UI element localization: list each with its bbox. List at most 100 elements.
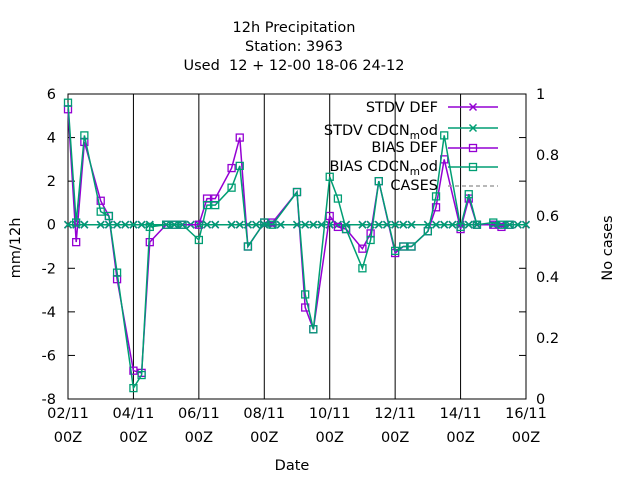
x-tick-label: 00Z xyxy=(185,430,213,446)
data-point-stdv-cdcn-mod xyxy=(121,220,130,229)
legend-marker-stdv-cdcn-mod xyxy=(468,123,478,133)
data-point-bias-def xyxy=(227,163,236,173)
data-point-stdv-cdcn-mod xyxy=(276,220,285,229)
data-point-bias-def xyxy=(96,196,105,205)
data-point-bias-cdcn-mod xyxy=(268,220,277,229)
data-point-bias-cdcn-mod xyxy=(292,187,302,197)
y-tick-label: -8 xyxy=(42,392,56,408)
data-point-stdv-cdcn-mod xyxy=(399,220,408,229)
data-point-bias-cdcn-mod xyxy=(301,290,310,299)
data-point-bias-cdcn-mod xyxy=(423,227,433,236)
series-bias-cdcn-mod xyxy=(63,98,514,393)
legend: STDV DEF STDV CDCNmod BIAS DEF BIAS CDCN… xyxy=(324,100,498,194)
y2-tick-label: 0.6 xyxy=(536,209,559,225)
x-tick-label: 02/11 xyxy=(47,406,89,422)
data-point-bias-def xyxy=(235,133,244,142)
data-point-stdv-cdcn-mod xyxy=(211,220,220,229)
x-tick-label: 00Z xyxy=(512,430,540,446)
y-tick-label: 0 xyxy=(47,218,56,234)
y2-tick-label: 0.2 xyxy=(536,331,559,347)
y-tick-label: 4 xyxy=(47,131,56,147)
data-point-bias-cdcn-mod xyxy=(374,176,383,186)
data-point-stdv-cdcn-mod xyxy=(235,220,244,229)
series-line-bias-def xyxy=(67,109,510,374)
data-point-bias-cdcn-mod xyxy=(227,183,236,192)
legend-label-stdv-cdcn-mod: STDV CDCNmod xyxy=(324,123,438,142)
data-point-bias-cdcn-mod xyxy=(63,98,73,107)
y2-axis-label: No cases xyxy=(600,215,616,280)
series-line-bias-cdcn-mod xyxy=(67,102,510,391)
x-axis-label: Date xyxy=(275,458,310,474)
x-tick-label: 00Z xyxy=(119,430,147,446)
x-tick-label: 12/11 xyxy=(374,406,416,422)
data-point-stdv-cdcn-mod xyxy=(407,220,416,229)
data-point-stdv-cdcn-mod xyxy=(113,220,122,229)
data-point-bias-def xyxy=(129,366,138,375)
x-tick-label: 10/11 xyxy=(309,406,351,422)
y-tick-label: 6 xyxy=(47,87,56,103)
x-tick-label: 00Z xyxy=(381,430,409,446)
data-point-stdv-cdcn-mod xyxy=(63,220,73,229)
data-point-bias-cdcn-mod xyxy=(497,220,506,229)
data-point-stdv-cdcn-mod xyxy=(464,220,473,229)
data-point-bias-def xyxy=(431,203,441,212)
data-point-bias-cdcn-mod xyxy=(341,224,351,234)
data-point-bias-def xyxy=(72,237,81,247)
legend-label-cases: CASES xyxy=(390,178,438,194)
data-point-stdv-cdcn-mod xyxy=(80,220,89,229)
legend-samples xyxy=(448,102,498,187)
data-point-bias-cdcn-mod xyxy=(456,222,465,232)
data-point-bias-cdcn-mod xyxy=(505,220,514,229)
y-tick-label: 2 xyxy=(47,174,56,190)
data-point-bias-cdcn-mod xyxy=(72,218,81,227)
legend-marker-bias-cdcn-mod xyxy=(468,162,478,172)
data-point-bias-def xyxy=(333,222,343,232)
data-point-bias-cdcn-mod xyxy=(260,218,269,227)
data-point-bias-cdcn-mod xyxy=(309,325,318,334)
y-tick-label: -4 xyxy=(42,305,56,321)
legend-label-bias-def: BIAS DEF xyxy=(371,140,438,156)
data-point-stdv-cdcn-mod xyxy=(432,220,441,229)
data-point-stdv-cdcn-mod xyxy=(137,220,146,229)
data-point-stdv-cdcn-mod xyxy=(203,220,212,229)
data-point-stdv-cdcn-mod xyxy=(513,220,522,229)
data-point-bias-cdcn-mod xyxy=(161,220,171,229)
legend-marker-bias-def xyxy=(468,143,478,153)
data-point-stdv-cdcn-mod xyxy=(301,220,310,229)
data-point-bias-cdcn-mod xyxy=(112,268,122,277)
data-point-bias-def xyxy=(358,244,367,253)
x-tick-label: 08/11 xyxy=(243,406,285,422)
x-tick-label: 16/11 xyxy=(505,406,547,422)
y-tick-label: -6 xyxy=(42,348,56,364)
data-point-bias-cdcn-mod xyxy=(80,131,89,140)
legend-marker-stdv-def xyxy=(468,102,478,112)
data-point-bias-cdcn-mod xyxy=(243,242,253,251)
y-tick-label: -2 xyxy=(42,261,56,277)
data-point-bias-cdcn-mod xyxy=(145,222,154,232)
chart-title-line-3: Used 12 + 12-00 18-06 24-12 xyxy=(184,58,405,74)
data-point-bias-cdcn-mod xyxy=(431,192,441,201)
data-point-bias-cdcn-mod xyxy=(129,383,138,393)
y2-tick-label: 0 xyxy=(536,392,545,408)
data-point-stdv-cdcn-mod xyxy=(374,220,383,229)
data-point-stdv-cdcn-mod xyxy=(227,220,236,229)
legend-label-stdv-def: STDV DEF xyxy=(366,100,438,116)
chart-title-line-2: Station: 3963 xyxy=(245,39,343,55)
data-point-bias-cdcn-mod xyxy=(472,220,482,229)
data-point-bias-cdcn-mod xyxy=(235,161,244,171)
data-point-stdv-cdcn-mod xyxy=(505,220,514,229)
grid xyxy=(67,94,527,399)
x-tick-label: 00Z xyxy=(316,430,344,446)
data-point-bias-cdcn-mod xyxy=(202,200,212,210)
legend-label-bias-cdcn-mod: BIAS CDCNmod xyxy=(329,159,438,178)
data-point-stdv-cdcn-mod xyxy=(358,220,367,229)
data-point-stdv-cdcn-mod xyxy=(309,220,318,229)
data-point-stdv-cdcn-mod xyxy=(391,220,400,229)
data-point-bias-cdcn-mod xyxy=(211,200,220,210)
data-point-bias-cdcn-mod xyxy=(137,370,146,380)
data-point-bias-cdcn-mod xyxy=(390,246,400,256)
y2-tick-label: 1 xyxy=(536,87,545,103)
plot-border xyxy=(67,93,527,400)
data-point-bias-cdcn-mod xyxy=(194,235,204,245)
